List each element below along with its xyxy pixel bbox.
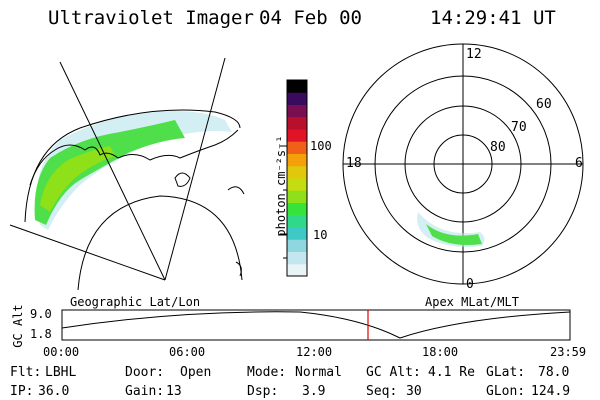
status-gain-value: 13 xyxy=(166,384,182,399)
colorbar-segment xyxy=(287,129,307,142)
status-door-value: Open xyxy=(180,365,212,380)
colorbar-segment xyxy=(287,141,307,154)
mlt-label-12: 12 xyxy=(466,47,482,62)
colorbar xyxy=(280,79,308,277)
status-mode-value: Normal xyxy=(295,365,342,380)
status-seq-key: Seq: xyxy=(366,384,398,399)
auroral-oval-geo xyxy=(34,111,233,230)
status-seq-value: 30 xyxy=(406,384,422,399)
colorbar-segment xyxy=(287,165,307,179)
alt-xtick-0000: 00:00 xyxy=(43,345,80,359)
status-filter-value: LBHL xyxy=(45,365,77,380)
status-filter-key: Flt: xyxy=(10,365,42,380)
status-dsp-value: 3.9 xyxy=(302,384,326,399)
colorbar-tick-100: 100 xyxy=(310,139,332,153)
magnetic-polar-plot xyxy=(342,43,584,285)
colorbar-segment xyxy=(287,92,307,105)
status-glat-key: GLat: xyxy=(486,365,526,380)
colorbar-segment xyxy=(287,251,307,265)
status-mode-key: Mode: xyxy=(247,365,287,380)
colorbar-segment xyxy=(287,104,307,118)
magnetic-panel-label: Apex MLat/MLT xyxy=(425,295,519,309)
instrument-title: Ultraviolet Imager xyxy=(48,7,254,29)
status-gain-key: Gain: xyxy=(125,384,165,399)
mlat-label-80: 80 xyxy=(490,140,506,155)
colorbar-tick-10: 10 xyxy=(313,228,328,242)
mlat-label-70: 70 xyxy=(511,120,527,135)
status-glat-value: 78.0 xyxy=(538,365,570,380)
colorbar-segment xyxy=(287,80,307,93)
alt-xtick-0600: 06:00 xyxy=(169,345,206,359)
colorbar-segment xyxy=(287,227,307,240)
mlt-label-6: 6 xyxy=(575,156,583,171)
alt-ytick-min: 1.8 xyxy=(30,327,52,341)
alt-axis-label: GC Alt xyxy=(11,304,25,348)
alt-xtick-1800: 18:00 xyxy=(422,345,459,359)
status-glon-key: GLon: xyxy=(486,384,526,399)
geographic-panel-label: Geographic Lat/Lon xyxy=(70,295,201,309)
colorbar-segment xyxy=(287,214,307,228)
mlat-label-60: 60 xyxy=(536,97,552,112)
altitude-plot xyxy=(61,309,571,341)
alt-ytick-max: 9.0 xyxy=(30,307,52,321)
status-ip-key: IP: xyxy=(10,384,34,399)
colorbar-segment xyxy=(287,153,307,167)
colorbar-unit-label: photon cm⁻²s⁻¹ xyxy=(274,135,288,237)
status-gcalt-key: GC Alt: xyxy=(366,365,421,380)
date-label: 04 Feb 00 xyxy=(259,7,362,29)
colorbar-segment xyxy=(287,263,307,277)
alt-xtick-2359: 23:59 xyxy=(550,345,587,359)
status-glon-value: 124.9 xyxy=(531,384,571,399)
alt-xtick-1200: 12:00 xyxy=(296,345,333,359)
colorbar-segment xyxy=(287,202,307,216)
colorbar-segment xyxy=(287,116,307,130)
colorbar-segment xyxy=(287,190,307,203)
status-door-key: Door: xyxy=(125,365,165,380)
geographic-map xyxy=(9,57,245,291)
mlt-label-18: 18 xyxy=(346,156,362,171)
time-label: 14:29:41 UT xyxy=(430,7,556,29)
colorbar-segment xyxy=(287,178,307,191)
status-dsp-key: Dsp: xyxy=(247,384,279,399)
mlt-label-0: 0 xyxy=(466,277,474,292)
status-gcalt-value: 4.1 Re xyxy=(428,365,475,380)
status-ip-value: 36.0 xyxy=(38,384,70,399)
colorbar-segment xyxy=(287,239,307,252)
